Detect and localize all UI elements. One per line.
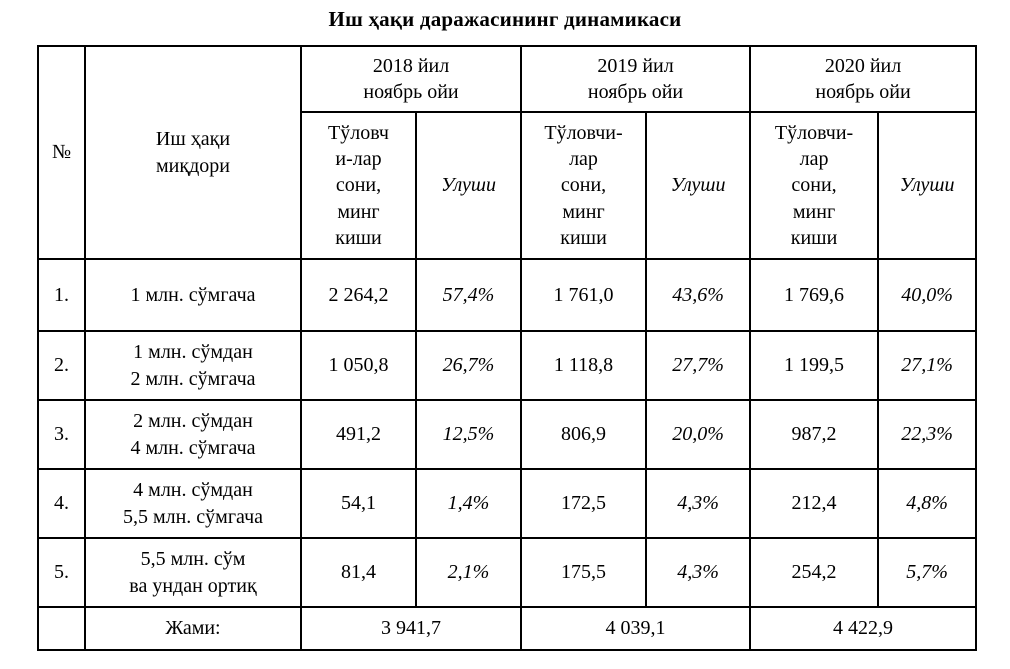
payers-count-2018: 2 264,2 [300, 258, 417, 332]
share-2020: 22,3% [877, 399, 978, 470]
table-row: 4. 4 млн. сўмдан 5,5 млн. сўмгача 54,1 1… [37, 468, 978, 539]
col-header-wage-amount: Иш ҳақи миқдори [84, 45, 302, 260]
share-2019: 27,7% [645, 330, 752, 401]
row-number: 4. [37, 468, 86, 539]
payers-count-2018: 54,1 [300, 468, 417, 539]
payers-count-2018: 491,2 [300, 399, 417, 470]
col-header-share-2019: Улуши [645, 111, 752, 260]
total-row: Жами: 3 941,7 4 039,1 4 422,9 [37, 606, 978, 651]
row-number: 5. [37, 537, 86, 608]
share-2019: 4,3% [645, 537, 752, 608]
total-2020: 4 422,9 [749, 606, 978, 651]
wage-range-label: 1 млн. сўмдан 2 млн. сўмгача [84, 330, 302, 401]
wage-range-label: 1 млн. сўмгача [84, 258, 302, 332]
payers-count-2020: 254,2 [749, 537, 880, 608]
share-2019: 20,0% [645, 399, 752, 470]
row-number: 1. [37, 258, 86, 332]
total-number-cell [37, 606, 86, 651]
payers-count-2018: 81,4 [300, 537, 417, 608]
row-number: 3. [37, 399, 86, 470]
payers-count-2020: 212,4 [749, 468, 880, 539]
payers-count-2019: 1 761,0 [520, 258, 648, 332]
wage-range-label: 2 млн. сўмдан 4 млн. сўмгача [84, 399, 302, 470]
share-2020: 27,1% [877, 330, 978, 401]
payers-count-2019: 806,9 [520, 399, 648, 470]
share-2018: 26,7% [414, 330, 523, 401]
table-row: 3. 2 млн. сўмдан 4 млн. сўмгача 491,2 12… [37, 399, 978, 470]
col-header-payers-2019: Тўловчи- лар сони, минг киши [520, 111, 648, 260]
wage-range-label: 4 млн. сўмдан 5,5 млн. сўмгача [84, 468, 302, 539]
col-header-payers-2020: Тўловчи- лар сони, минг киши [749, 111, 880, 260]
header-row-years: № Иш ҳақи миқдори 2018 йил ноябрь ойи 20… [37, 45, 978, 260]
col-header-year-2020: 2020 йил ноябрь ойи [749, 45, 978, 113]
page-title: Иш ҳақи даражасининг динамикаси [328, 7, 682, 31]
col-header-year-2019: 2019 йил ноябрь ойи [520, 45, 752, 113]
table-row: 2. 1 млн. сўмдан 2 млн. сўмгача 1 050,8 … [37, 330, 978, 401]
col-header-year-2018: 2018 йил ноябрь ойи [299, 45, 523, 113]
share-2020: 5,7% [877, 537, 978, 608]
payers-count-2018: 1 050,8 [300, 330, 417, 401]
payers-count-2020: 1 199,5 [749, 330, 880, 401]
total-2018: 3 941,7 [299, 606, 523, 651]
table-row: 1. 1 млн. сўмгача 2 264,2 57,4% 1 761,0 … [37, 258, 978, 332]
header-row-measures: Тўловч и-лар сони, минг киши Улуши Тўлов… [38, 111, 978, 260]
share-2018: 2,1% [414, 537, 523, 608]
col-header-share-2020: Улуши [877, 111, 978, 260]
share-2018: 57,4% [414, 258, 523, 332]
payers-count-2019: 172,5 [520, 468, 648, 539]
payers-count-2019: 1 118,8 [520, 330, 648, 401]
wage-table: № Иш ҳақи миқдори 2018 йил ноябрь ойи 20… [37, 45, 978, 651]
payers-count-2020: 987,2 [749, 399, 880, 470]
total-2019: 4 039,1 [520, 606, 752, 651]
share-2019: 43,6% [645, 258, 752, 332]
col-header-number: № [37, 45, 86, 260]
share-2020: 4,8% [877, 468, 978, 539]
share-2019: 4,3% [645, 468, 752, 539]
total-label: Жами: [84, 606, 302, 651]
payers-count-2020: 1 769,6 [749, 258, 880, 332]
col-header-payers-2018: Тўловч и-лар сони, минг киши [300, 111, 417, 260]
payers-count-2019: 175,5 [520, 537, 648, 608]
share-2020: 40,0% [877, 258, 978, 332]
col-header-share-2018: Улуши [414, 111, 523, 260]
share-2018: 12,5% [414, 399, 523, 470]
row-number: 2. [37, 330, 86, 401]
table-row: 5. 5,5 млн. сўм ва ундан ортиқ 81,4 2,1%… [37, 537, 978, 608]
wage-range-label: 5,5 млн. сўм ва ундан ортиқ [84, 537, 302, 608]
share-2018: 1,4% [414, 468, 523, 539]
